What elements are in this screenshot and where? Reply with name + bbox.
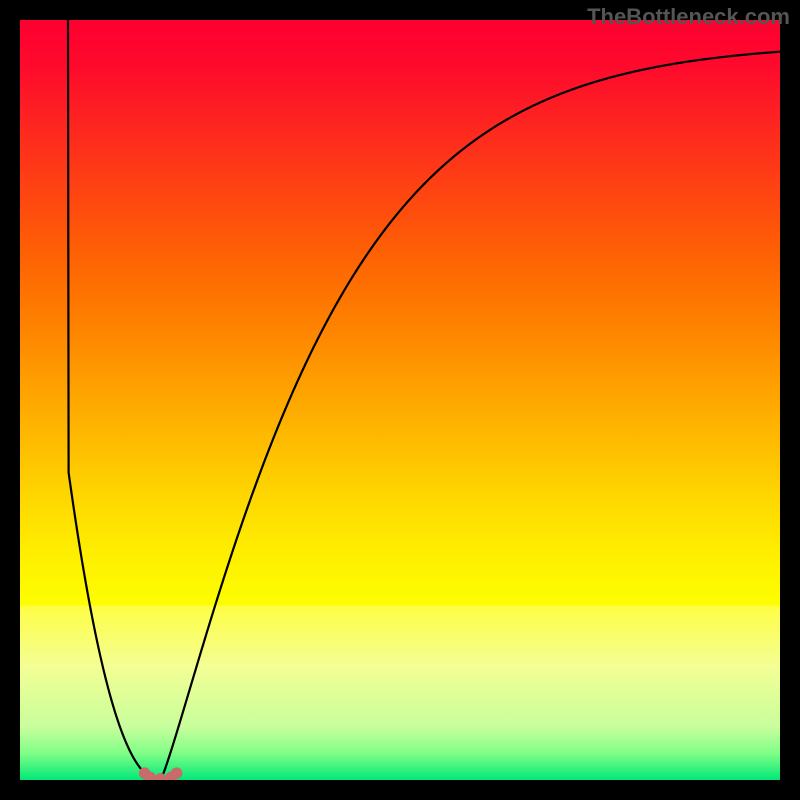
watermark-text: TheBottleneck.com [587, 4, 790, 30]
plot-background [20, 20, 780, 780]
chart-container: TheBottleneck.com [0, 0, 800, 800]
chart-svg [0, 0, 800, 800]
dip-marker [171, 767, 183, 779]
